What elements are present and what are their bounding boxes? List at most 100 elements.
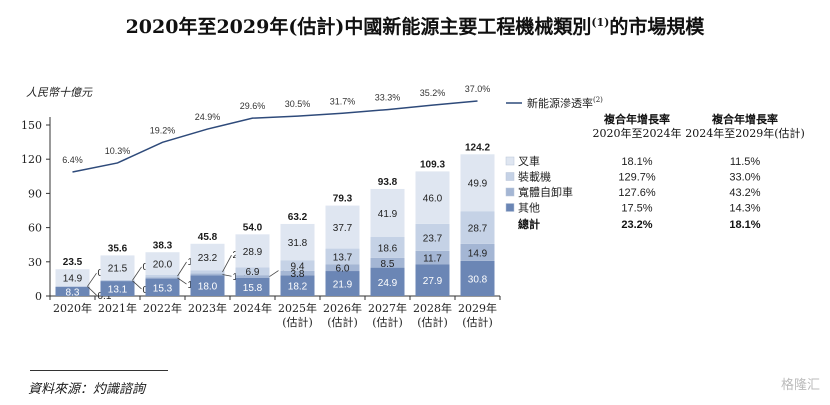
segment-label-forklift: 28.9	[243, 247, 263, 258]
bar-segment	[100, 255, 135, 280]
y-axis-label: 人民幣十億元	[26, 86, 93, 99]
segment-label-dumptruck: 14.9	[468, 248, 488, 259]
y-tick-label: 60	[28, 222, 42, 235]
x-tick-label: 2029年	[458, 301, 497, 315]
segment-label-loader: 13.7	[333, 252, 353, 263]
segment-label-forklift: 41.9	[378, 209, 398, 220]
penetration-line	[72, 100, 478, 173]
bar-total-label: 54.0	[243, 222, 263, 233]
y-tick-label: 150	[21, 119, 42, 132]
bar-segment	[145, 252, 180, 276]
chart-title-suffix: 的市場規模	[609, 15, 705, 38]
leader-line	[222, 274, 232, 277]
leader-line	[177, 261, 187, 277]
cagr-header2-line2: 2024年至2029年(估計)	[685, 126, 805, 140]
bar-segment	[415, 264, 450, 296]
bar-segment	[370, 188, 405, 237]
segment-label-dumptruck: 11.7	[423, 254, 442, 265]
x-tick-sublabel: (估計)	[282, 315, 313, 329]
cagr-total-label: 總計	[518, 217, 540, 231]
cagr-value-2020-2024: 17.5%	[621, 203, 652, 215]
cagr-value-2020-2024: 127.6%	[618, 187, 656, 199]
leader-line	[132, 266, 142, 281]
leader-line	[177, 277, 187, 285]
segment-label-dumptruck: 8.5	[381, 259, 395, 270]
bar-segment	[460, 243, 495, 261]
segment-label-dumptruck: 0.1	[98, 291, 112, 302]
cagr-header1-line1: 複合年增長率	[603, 112, 670, 126]
bar-segment	[280, 270, 315, 276]
x-tick-sublabel: (估計)	[327, 315, 358, 329]
bar-segment	[190, 275, 225, 296]
bar-total-label: 63.2	[288, 212, 308, 223]
cagr-value-2020-2024: 129.7%	[618, 172, 656, 184]
cagr-value-2024-2029: 14.3%	[729, 203, 760, 215]
penetration-label: 35.2%	[420, 88, 446, 98]
segment-label-forklift: 21.5	[108, 264, 128, 275]
bar-segment	[460, 260, 495, 296]
source-note: 資料來源：灼識諮詢	[28, 382, 146, 397]
bar-segment	[190, 270, 225, 274]
leader-line	[87, 286, 97, 296]
segment-label-forklift: 20.0	[153, 260, 173, 271]
bar-total-label: 79.3	[333, 194, 353, 205]
bar-total-label: 93.8	[378, 177, 398, 188]
bar-segment	[370, 236, 405, 258]
bar-segment	[460, 211, 495, 244]
leader-line	[87, 272, 97, 287]
bar-segment	[415, 250, 450, 265]
penetration-label: 6.4%	[62, 155, 83, 165]
segment-label-loader: 28.7	[468, 224, 488, 235]
penetration-label: 24.9%	[195, 112, 221, 122]
bar-segment	[235, 275, 270, 278]
bar-total-label: 45.8	[198, 232, 218, 243]
penetration-label: 31.7%	[330, 96, 356, 106]
segment-label-forklift: 23.2	[198, 253, 218, 264]
bar-segment	[325, 205, 360, 249]
bar-segment	[415, 171, 450, 224]
bar-segment	[190, 243, 225, 271]
bar-segment	[145, 278, 180, 296]
bar-segment	[55, 269, 90, 287]
x-tick-label: 2022年	[143, 301, 182, 315]
x-tick-label: 2025年	[278, 301, 317, 315]
segment-label-dumptruck: 6.0	[336, 264, 350, 275]
x-tick-label: 2020年	[53, 301, 92, 315]
cagr-total-2020-2024: 23.2%	[621, 219, 652, 231]
bar-segment	[280, 275, 315, 296]
source-rule	[30, 370, 168, 371]
x-tick-label: 2024年	[233, 301, 272, 315]
x-tick-label: 2026年	[323, 301, 362, 315]
segment-label-other: 30.8	[468, 274, 488, 285]
segment-label-other: 21.9	[333, 280, 353, 291]
leader-line	[132, 280, 142, 290]
bar-segment	[100, 280, 135, 282]
legend-swatch	[505, 187, 515, 197]
cagr-header1-line2: 2020年至2024年	[593, 126, 682, 140]
bar-segment	[145, 277, 180, 279]
chart-title-main: 2020年至2029年(估計)中國新能源主要工程機械類別	[126, 15, 592, 38]
legend-label: 裝載機	[518, 170, 551, 184]
segment-label-loader: 6.9	[246, 267, 260, 278]
segment-label-other: 15.3	[153, 283, 173, 294]
bar-total-label: 35.6	[108, 243, 128, 254]
bar-total-label: 38.3	[153, 240, 173, 251]
bar-segment	[370, 267, 405, 296]
segment-label-forklift: 46.0	[423, 194, 443, 205]
legend-swatch	[505, 156, 515, 166]
cagr-header2-line1: 複合年增長率	[711, 112, 778, 126]
legend-swatch	[505, 172, 515, 181]
bar-segment	[235, 234, 270, 268]
chart-title-sup: (1)	[591, 16, 609, 29]
cagr-value-2020-2024: 18.1%	[621, 156, 652, 168]
y-tick-label: 30	[28, 256, 42, 269]
segment-label-other: 27.9	[423, 276, 443, 287]
penetration-label: 29.6%	[240, 101, 266, 111]
legend-line-label: 新能源滲透率(2)	[527, 96, 603, 110]
segment-label-forklift: 14.9	[63, 274, 83, 285]
segment-label-loader: 18.6	[378, 243, 398, 254]
legend-label: 叉車	[518, 154, 540, 168]
penetration-label: 33.3%	[375, 93, 401, 103]
x-tick-sublabel: (估計)	[417, 315, 448, 329]
x-tick-sublabel: (估計)	[462, 315, 493, 329]
